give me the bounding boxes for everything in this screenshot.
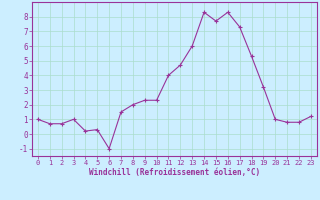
X-axis label: Windchill (Refroidissement éolien,°C): Windchill (Refroidissement éolien,°C) [89,168,260,177]
